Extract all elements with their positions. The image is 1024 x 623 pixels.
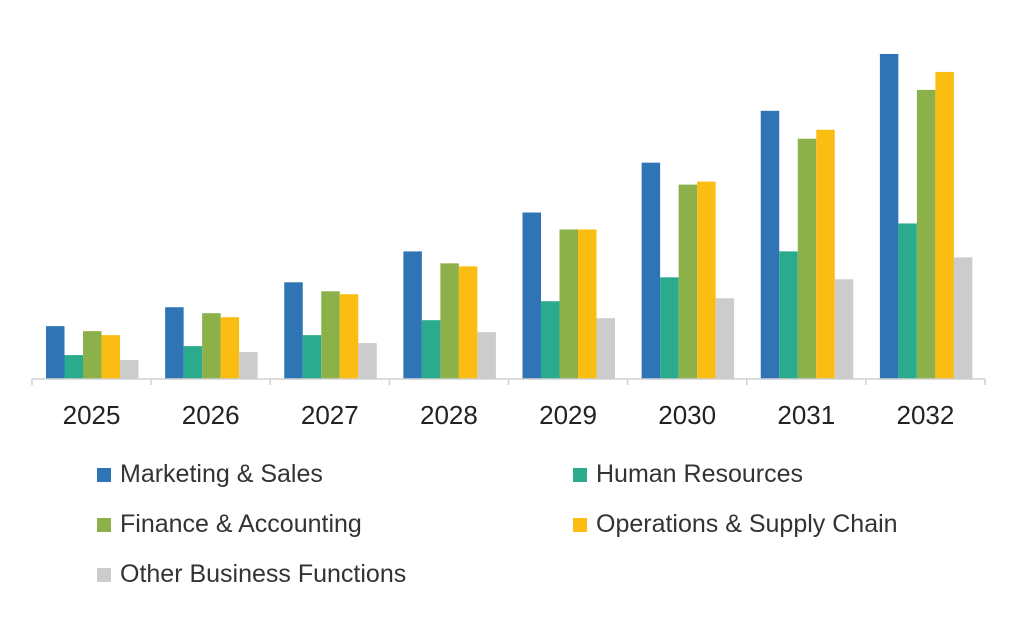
bar-2031-3 [816,129,835,379]
bar-2031-1 [779,251,798,379]
bar-2026-4 [239,352,258,379]
bar-2029-0 [522,212,541,379]
x-tick-label: 2027 [301,400,359,430]
legend-item-other-business-functions: Other Business Functions [97,560,406,589]
bar-2025-0 [46,326,65,379]
bar-2029-4 [596,318,615,379]
bar-2027-0 [284,282,303,379]
bar-2027-3 [339,294,359,379]
bar-2032-1 [898,223,917,379]
bar-2025-2 [83,331,102,379]
bar-2027-1 [302,335,322,379]
x-tick-label: 2029 [539,400,597,430]
bar-2032-4 [953,257,973,379]
bar-2031-2 [797,138,817,379]
x-tick-label: 2031 [777,400,835,430]
x-tick-label: 2028 [420,400,478,430]
bar-2028-1 [421,320,441,379]
legend-swatch [97,517,111,532]
legend-swatch [97,567,111,582]
legend-label: Marketing & Sales [120,460,323,488]
legend-label: Other Business Functions [120,560,407,588]
x-tick-label: 2030 [658,400,716,430]
bar-2025-4 [120,360,139,379]
bar-2031-0 [760,110,780,379]
bar-2032-3 [935,71,954,379]
bar-2027-4 [358,343,377,379]
bar-2030-0 [641,162,661,379]
legend-item-operations-supply-chain: Operations & Supply Chain [573,510,898,539]
bar-2030-4 [715,298,735,379]
legend-label: Finance & Accounting [120,510,362,538]
bar-2025-1 [64,355,83,379]
legend-item-marketing-sales: Marketing & Sales [97,460,323,489]
x-tick-label: 2025 [63,400,121,430]
legend-swatch [573,517,587,532]
bar-2029-1 [541,301,560,379]
bar-2030-2 [678,184,698,379]
bar-2032-0 [879,53,899,379]
bar-2026-3 [220,317,240,379]
bar-2025-3 [101,335,120,379]
bar-2030-3 [697,181,716,379]
bar-2026-0 [165,307,184,379]
bar-2028-3 [458,266,478,379]
bar-2032-2 [916,89,936,379]
bar-2026-1 [183,346,203,379]
legend-swatch [573,467,587,482]
legend-item-finance-accounting: Finance & Accounting [97,510,362,539]
legend-item-human-resources: Human Resources [573,460,803,489]
bar-2028-0 [403,251,422,379]
bar-2028-2 [440,263,459,379]
x-tick-label: 2032 [897,400,955,430]
bar-2029-3 [578,229,597,379]
legend-label: Human Resources [596,460,804,488]
bar-2028-4 [477,332,496,379]
legend-label: Operations & Supply Chain [596,510,898,538]
bar-2027-2 [321,291,340,379]
bar-2031-4 [834,279,854,379]
x-tick-label: 2026 [182,400,240,430]
bar-2029-2 [559,229,578,379]
bar-2030-1 [660,277,679,379]
bar-2026-2 [202,313,221,379]
legend-swatch [97,467,111,482]
